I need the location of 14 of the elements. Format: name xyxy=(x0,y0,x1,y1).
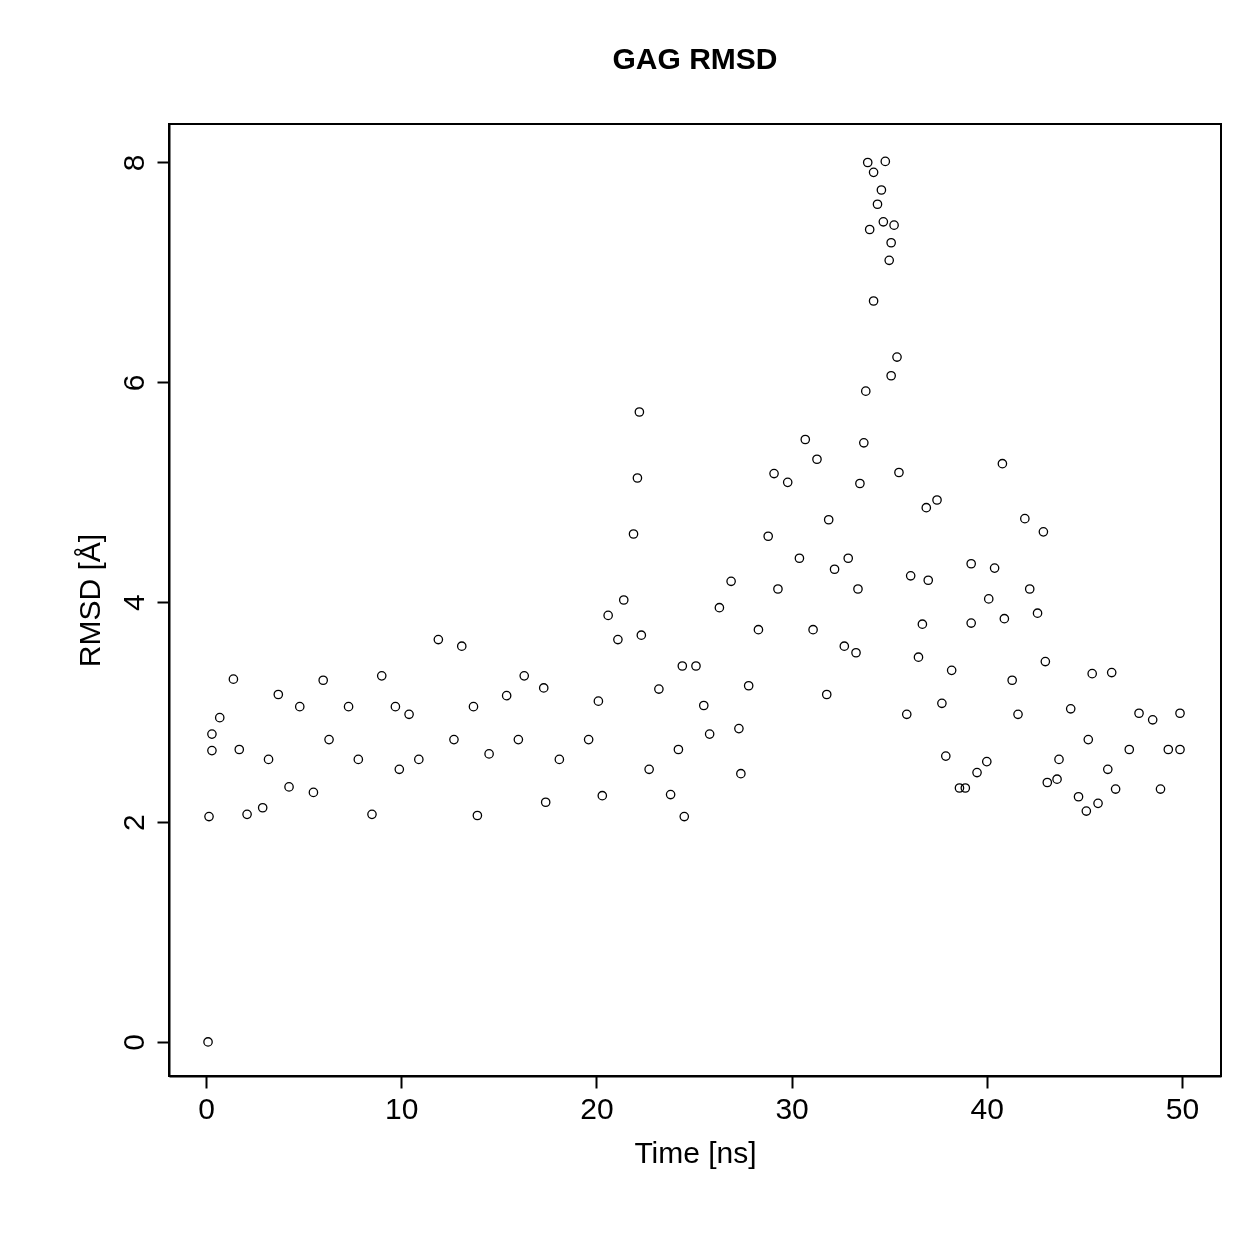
x-tick-label: 20 xyxy=(580,1091,614,1125)
x-tick-label: 10 xyxy=(385,1091,419,1125)
x-tick-label: 40 xyxy=(970,1091,1004,1125)
x-tick-label: 50 xyxy=(1165,1091,1200,1125)
chart-title: GAG RMSD xyxy=(612,42,778,75)
y-tick-label: 8 xyxy=(116,154,150,172)
y-tick-label: 4 xyxy=(116,594,150,612)
y-axis-title: RMSD [Å] xyxy=(72,533,106,668)
y-tick-label: 0 xyxy=(116,1034,150,1051)
x-axis-title: Time [ns] xyxy=(634,1135,757,1169)
x-tick-label: 0 xyxy=(198,1091,215,1125)
y-tick-label: 2 xyxy=(116,814,150,831)
y-tick-label: 6 xyxy=(116,374,150,392)
x-tick-label: 30 xyxy=(775,1091,809,1125)
